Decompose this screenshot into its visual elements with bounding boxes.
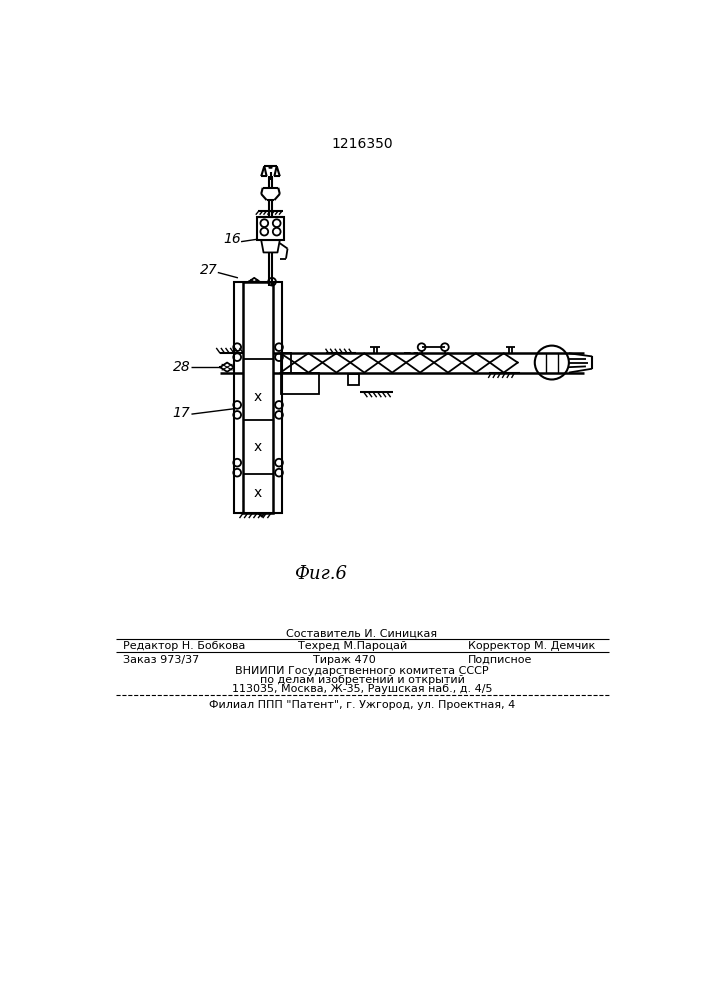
Text: Фиг.6: Фиг.6: [294, 565, 347, 583]
Text: x: x: [254, 390, 262, 404]
Text: по делам изобретений и открытий: по делам изобретений и открытий: [259, 675, 464, 685]
Bar: [257, 217, 284, 240]
Text: x: x: [254, 486, 262, 500]
Bar: [281, 353, 291, 373]
Bar: [243, 282, 273, 513]
Bar: [348, 374, 359, 385]
Text: 27: 27: [199, 263, 217, 277]
Text: x: x: [254, 440, 262, 454]
Text: 28: 28: [173, 360, 190, 374]
Text: Подписное: Подписное: [468, 655, 532, 665]
Text: ВНИИПИ Государственного комитета СССР: ВНИИПИ Государственного комитета СССР: [235, 666, 489, 676]
Text: 16: 16: [223, 232, 240, 246]
Bar: [281, 373, 320, 394]
Text: Техред М.Пароцай: Техред М.Пароцай: [298, 641, 407, 651]
Bar: [234, 282, 282, 513]
Text: Заказ 973/37: Заказ 973/37: [123, 655, 199, 665]
Text: Корректор М. Демчик: Корректор М. Демчик: [468, 641, 595, 651]
Text: Тираж 470: Тираж 470: [313, 655, 376, 665]
Text: 1216350: 1216350: [331, 137, 393, 151]
Text: Редактор Н. Бобкова: Редактор Н. Бобкова: [123, 641, 245, 651]
Text: 17: 17: [173, 406, 190, 420]
Text: Филиал ППП "Патент", г. Ужгород, ул. Проектная, 4: Филиал ППП "Патент", г. Ужгород, ул. Про…: [209, 700, 515, 710]
Text: Составитель И. Синицкая: Составитель И. Синицкая: [286, 628, 438, 638]
Text: 113035, Москва, Ж-35, Раушская наб., д. 4/5: 113035, Москва, Ж-35, Раушская наб., д. …: [232, 684, 492, 694]
